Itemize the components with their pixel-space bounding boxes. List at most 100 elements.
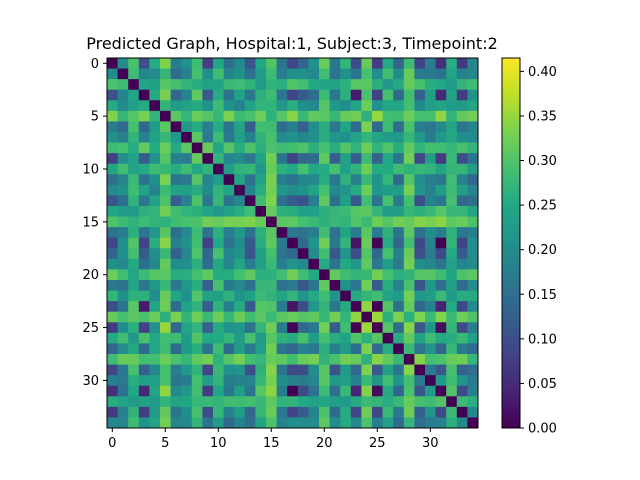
heatmap-cell bbox=[435, 301, 447, 313]
heatmap-cell bbox=[138, 237, 150, 249]
heatmap-cell bbox=[149, 174, 161, 186]
heatmap-cell bbox=[255, 89, 267, 101]
heatmap-cell bbox=[319, 237, 330, 249]
heatmap-cell bbox=[128, 100, 140, 112]
heatmap-cell bbox=[319, 322, 330, 334]
heatmap-cell bbox=[435, 227, 447, 239]
y-tick-label: 20 bbox=[82, 268, 99, 283]
heatmap-cell bbox=[329, 364, 341, 376]
heatmap-cell bbox=[213, 385, 224, 397]
heatmap-cell bbox=[393, 195, 405, 207]
heatmap-cell bbox=[181, 174, 193, 186]
heatmap-cell bbox=[234, 142, 246, 154]
heatmap-cell bbox=[276, 280, 288, 291]
heatmap-cell bbox=[414, 406, 426, 418]
heatmap-cell bbox=[372, 195, 383, 207]
heatmap-cell bbox=[244, 237, 256, 249]
heatmap-cell bbox=[393, 110, 405, 122]
heatmap-cell bbox=[403, 301, 415, 313]
heatmap-cell bbox=[170, 375, 182, 387]
x-axis-ticks: 0 5 10 15 20 25 30 bbox=[108, 428, 439, 451]
heatmap-cell bbox=[223, 68, 235, 80]
heatmap-cell bbox=[213, 332, 224, 344]
heatmap-cell bbox=[244, 89, 256, 101]
heatmap-cell bbox=[414, 132, 426, 143]
heatmap-cell bbox=[255, 121, 267, 133]
heatmap-cell bbox=[181, 110, 193, 122]
heatmap-cell bbox=[128, 364, 140, 376]
heatmap-cell bbox=[266, 163, 277, 175]
heatmap-cell bbox=[350, 375, 362, 387]
heatmap-cell bbox=[446, 79, 458, 91]
heatmap-cell bbox=[117, 301, 129, 313]
heatmap-cell bbox=[350, 58, 362, 69]
heatmap-cell bbox=[319, 354, 330, 365]
heatmap-cell bbox=[149, 163, 161, 175]
heatmap-cell bbox=[213, 68, 224, 80]
heatmap-cell bbox=[361, 332, 373, 344]
heatmap-cell bbox=[340, 237, 352, 249]
colorbar-tick-label: 0.35 bbox=[528, 109, 557, 124]
heatmap-cell bbox=[467, 396, 479, 408]
heatmap-cell bbox=[202, 100, 214, 112]
heatmap-cell bbox=[107, 354, 118, 365]
heatmap-cell bbox=[223, 280, 235, 291]
heatmap-cell bbox=[213, 406, 224, 418]
heatmap-cell bbox=[456, 195, 468, 207]
heatmap-cell bbox=[403, 132, 415, 143]
heatmap-cell bbox=[117, 406, 129, 418]
heatmap-cell bbox=[287, 227, 299, 239]
heatmap-cell bbox=[181, 311, 193, 323]
heatmap-cell bbox=[202, 184, 214, 196]
heatmap-cell bbox=[297, 406, 309, 418]
heatmap-cell bbox=[213, 258, 224, 270]
heatmap-cell bbox=[382, 343, 394, 355]
heatmap-cell bbox=[329, 396, 341, 408]
heatmap-cell bbox=[435, 121, 447, 133]
heatmap-cell bbox=[319, 332, 330, 344]
heatmap-cell bbox=[456, 132, 468, 143]
heatmap-cell bbox=[117, 121, 129, 133]
heatmap-cell bbox=[117, 290, 129, 302]
heatmap-cell bbox=[244, 163, 256, 175]
heatmap-cell bbox=[414, 417, 426, 429]
heatmap-cell bbox=[308, 301, 320, 313]
heatmap-cell bbox=[117, 311, 129, 323]
heatmap-cell bbox=[361, 79, 373, 91]
heatmap-cell bbox=[181, 406, 193, 418]
heatmap-cell bbox=[393, 163, 405, 175]
heatmap-cell bbox=[202, 280, 214, 291]
heatmap-cell bbox=[297, 89, 309, 101]
heatmap-cell bbox=[297, 216, 309, 228]
heatmap-cell bbox=[191, 375, 203, 387]
heatmap-cell bbox=[446, 375, 458, 387]
heatmap-cell bbox=[138, 280, 150, 291]
heatmap-cell bbox=[372, 332, 383, 344]
heatmap-cell bbox=[223, 163, 235, 175]
heatmap-cell bbox=[403, 142, 415, 154]
heatmap-cell bbox=[287, 396, 299, 408]
heatmap-cell bbox=[244, 132, 256, 143]
heatmap-cell bbox=[191, 364, 203, 376]
heatmap-cell bbox=[382, 269, 394, 281]
heatmap-cell bbox=[361, 163, 373, 175]
heatmap-cell bbox=[266, 269, 277, 281]
heatmap-cell bbox=[149, 79, 161, 91]
heatmap-cell bbox=[382, 385, 394, 397]
heatmap-cell bbox=[117, 174, 129, 186]
heatmap-cell bbox=[170, 258, 182, 270]
heatmap-cell bbox=[382, 58, 394, 69]
heatmap-cell bbox=[361, 385, 373, 397]
heatmap-cell bbox=[414, 364, 426, 376]
heatmap-cell bbox=[255, 142, 267, 154]
heatmap-cell bbox=[446, 195, 458, 207]
heatmap-cell bbox=[350, 290, 362, 302]
heatmap-cell bbox=[425, 269, 436, 281]
heatmap-cell bbox=[244, 248, 256, 260]
heatmap-cell bbox=[340, 121, 352, 133]
heatmap-cell bbox=[160, 385, 171, 397]
heatmap-cell bbox=[244, 343, 256, 355]
heatmap-cell bbox=[149, 89, 161, 101]
heatmap-cell bbox=[107, 174, 118, 186]
heatmap-cell bbox=[266, 153, 277, 165]
